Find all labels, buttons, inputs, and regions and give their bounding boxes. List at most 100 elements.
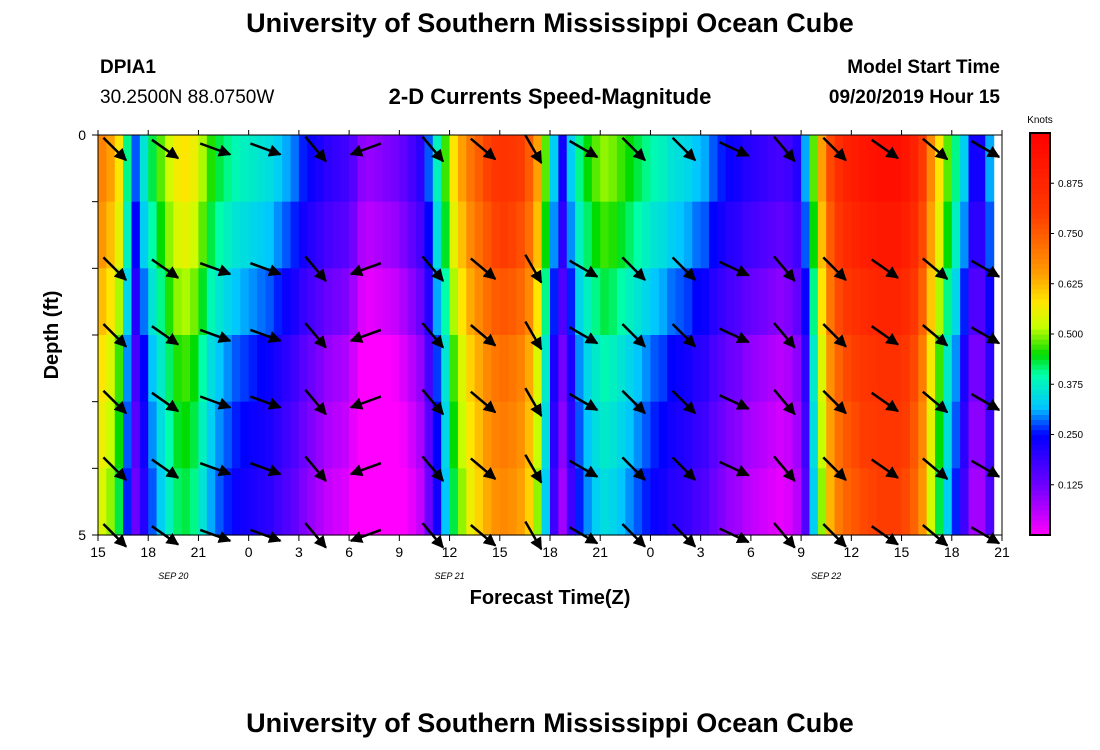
heatmap-cell: [784, 201, 794, 269]
heatmap-cell: [809, 335, 819, 403]
heatmap-cell: [257, 468, 267, 536]
heatmap-cell: [742, 201, 752, 269]
heatmap-cell: [558, 401, 568, 469]
heatmap-cell: [776, 468, 785, 536]
direction-arrow: [870, 138, 899, 160]
direction-arrow: [568, 326, 599, 345]
direction-arrows: [102, 134, 1001, 551]
heatmap-cell: [717, 335, 727, 403]
heatmap-cell: [575, 201, 585, 269]
heatmap-cell: [943, 201, 953, 269]
heatmap-cell: [792, 401, 802, 469]
heatmap-cell: [98, 201, 107, 269]
direction-arrow: [421, 388, 445, 416]
heatmap-cell: [315, 201, 325, 269]
heatmap-cell: [524, 201, 534, 269]
heatmap-cell: [374, 401, 384, 469]
heatmap-cell: [181, 335, 191, 403]
colorbar-step: [1030, 394, 1050, 400]
direction-arrow: [870, 458, 899, 479]
heatmap-cell: [382, 135, 392, 203]
heatmap-cell: [282, 268, 292, 336]
heatmap-cell: [407, 401, 417, 469]
direction-arrow: [304, 135, 327, 163]
heatmap-cell: [98, 468, 107, 536]
direction-arrow: [102, 256, 127, 281]
colorbar-step: [1030, 524, 1050, 531]
heatmap-cell: [767, 335, 777, 403]
heatmap-cell: [441, 401, 451, 469]
heatmap-cell: [533, 335, 543, 403]
heatmap-cell: [608, 468, 618, 536]
heatmap-cell: [734, 401, 744, 469]
heatmap-cell: [416, 401, 426, 469]
direction-arrow: [970, 459, 1001, 478]
heatmap-cell: [324, 268, 333, 336]
colorbar-step: [1030, 233, 1050, 240]
heatmap-cell: [524, 268, 534, 336]
heatmap-cell: [524, 135, 534, 203]
heatmap-cell: [976, 135, 986, 203]
heatmap-cell: [215, 468, 225, 536]
heatmap-cell: [801, 135, 811, 203]
heatmap-cell: [834, 135, 844, 203]
direction-arrow: [870, 391, 899, 413]
colorbar-step: [1030, 399, 1050, 405]
direction-arrow: [568, 139, 599, 159]
x-tick-label: 21: [191, 544, 207, 560]
heatmap-cell: [968, 201, 978, 269]
heatmap-cell: [725, 201, 735, 269]
heatmap-cell: [750, 135, 760, 203]
colorbar-tick-label: 0.750: [1058, 229, 1083, 240]
heatmap-cell: [826, 201, 836, 269]
heatmap-cell: [608, 268, 618, 336]
heatmap-cell: [616, 268, 626, 336]
heatmap-cell: [550, 468, 559, 536]
direction-arrow: [199, 328, 232, 343]
heatmap-cell: [675, 268, 685, 336]
heatmap-cell: [893, 135, 903, 203]
heatmap-cell: [725, 335, 735, 403]
heatmap-cell: [709, 268, 719, 336]
direction-arrow: [102, 323, 127, 348]
heatmap-cell: [382, 201, 392, 269]
heatmap-cell: [382, 468, 392, 536]
direction-arrow: [773, 388, 796, 416]
heatmap-cell: [558, 135, 568, 203]
heatmap-cell: [265, 268, 275, 336]
heatmap-cell: [290, 268, 300, 336]
heatmap-cell: [324, 335, 333, 403]
heatmap-cell: [692, 468, 702, 536]
heatmap-cell: [273, 401, 283, 469]
heatmap-cell: [491, 268, 501, 336]
heatmap-cell: [734, 201, 744, 269]
heatmap-cell: [374, 268, 384, 336]
heatmap-cell: [257, 268, 267, 336]
colorbar-step: [1030, 293, 1050, 300]
heatmap-cell: [332, 468, 342, 536]
direction-arrow: [773, 135, 796, 163]
heatmap-cell: [399, 201, 409, 269]
heatmap-cell: [759, 135, 769, 203]
heatmap-cell: [441, 201, 451, 269]
heatmap-cell: [483, 135, 493, 203]
heatmap-cell: [474, 335, 484, 403]
heatmap-cell: [290, 468, 300, 536]
heatmap-cell: [817, 468, 827, 536]
heatmap-cell: [156, 468, 166, 536]
heatmap-cell: [558, 468, 568, 536]
x-tick-label: 3: [697, 544, 705, 560]
heatmap-cell: [449, 268, 459, 336]
heatmap-cell: [943, 335, 953, 403]
heatmap-cell: [282, 201, 292, 269]
heatmap-cell: [349, 268, 359, 336]
heatmap-cell: [851, 335, 861, 403]
heatmap-cell: [349, 401, 359, 469]
heatmap-cell: [675, 468, 685, 536]
heatmap-cell: [164, 335, 174, 403]
colorbar-step: [1030, 449, 1050, 456]
direction-arrow: [719, 141, 750, 157]
heatmap-cell: [600, 335, 610, 403]
heatmap-cell: [466, 335, 476, 403]
heatmap-cell: [298, 135, 308, 203]
